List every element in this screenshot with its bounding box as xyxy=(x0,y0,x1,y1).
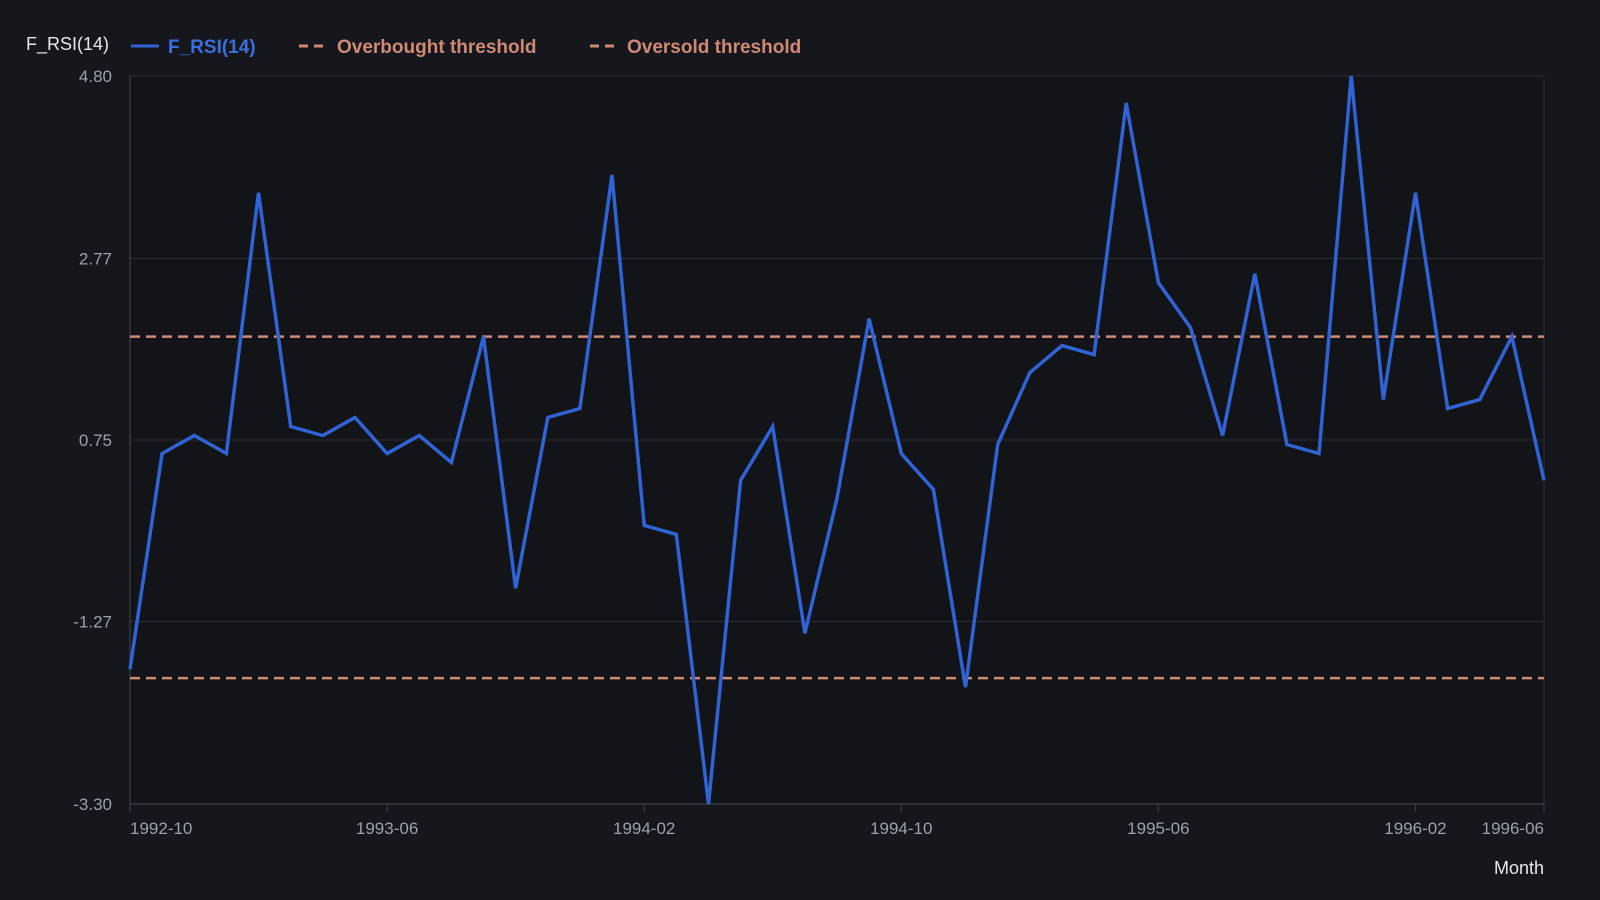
rsi-data-point xyxy=(1381,398,1385,402)
legend: F_RSI(14) F_RSI(14) Overbought threshold… xyxy=(26,34,801,58)
rsi-data-point xyxy=(610,173,614,177)
rsi-series-line xyxy=(128,75,1546,805)
axes xyxy=(129,76,1545,812)
rsi-data-point xyxy=(321,434,325,438)
rsi-data-point xyxy=(739,478,743,482)
rsi-data-point xyxy=(1510,335,1514,339)
rsi-data-point xyxy=(1317,451,1321,455)
y-tick-label: 4.80 xyxy=(79,67,112,86)
x-tick-label: 1995-06 xyxy=(1127,819,1189,838)
x-axis-title: Month xyxy=(1494,858,1544,878)
x-tick-label: 1994-02 xyxy=(613,819,675,838)
rsi-data-point xyxy=(1413,191,1417,195)
rsi-data-point xyxy=(803,631,807,635)
x-tick-label: 1996-06 xyxy=(1482,819,1544,838)
grid-lines xyxy=(130,75,1545,805)
rsi-data-point xyxy=(417,434,421,438)
rsi-data-point xyxy=(546,416,550,420)
rsi-data-point xyxy=(224,451,228,455)
rsi-data-point xyxy=(1542,478,1546,482)
rsi-data-point xyxy=(996,442,1000,446)
rsi-data-point xyxy=(1446,407,1450,411)
rsi-data-point xyxy=(1124,101,1128,105)
rsi-data-point xyxy=(1221,434,1225,438)
rsi-data-point xyxy=(771,425,775,429)
rsi-data-point xyxy=(674,532,678,536)
rsi-data-point xyxy=(1285,442,1289,446)
rsi-data-point xyxy=(128,667,132,671)
rsi-data-point xyxy=(1156,281,1160,285)
rsi-data-point xyxy=(964,685,968,689)
rsi-data-point xyxy=(931,487,935,491)
x-tick-label: 1996-02 xyxy=(1384,819,1446,838)
tick-labels: 4.80 2.77 0.75 -1.27 -3.30 1992-10 1993-06 1994… xyxy=(73,67,1544,838)
y-tick-label: -1.27 xyxy=(73,613,112,632)
rsi-data-point xyxy=(482,335,486,339)
rsi-data-point xyxy=(192,434,196,438)
legend-label-overbought: Overbought threshold xyxy=(337,37,537,58)
rsi-data-point xyxy=(449,460,453,464)
rsi-data-point xyxy=(353,416,357,420)
rsi-data-point xyxy=(835,496,839,500)
rsi-data-point xyxy=(867,317,871,321)
y-tick-label: 2.77 xyxy=(79,249,112,268)
rsi-data-point xyxy=(257,191,261,195)
rsi-data-point xyxy=(289,425,293,429)
y-axis-title: F_RSI(14) xyxy=(26,34,109,55)
series-layer xyxy=(128,74,1546,806)
x-tick-label: 1994-10 xyxy=(870,819,932,838)
y-tick-label: 0.75 xyxy=(79,431,112,450)
rsi-data-point xyxy=(1189,326,1193,330)
legend-label-rsi: F_RSI(14) xyxy=(168,37,256,58)
y-tick-label: -3.30 xyxy=(73,795,112,814)
rsi-data-point xyxy=(1478,398,1482,402)
rsi-data-point xyxy=(1092,353,1096,357)
threshold-lines xyxy=(130,335,1544,680)
legend-label-oversold: Oversold threshold xyxy=(627,37,801,58)
rsi-data-point xyxy=(160,451,164,455)
rsi-data-point xyxy=(1253,272,1257,276)
rsi-data-point xyxy=(899,451,903,455)
x-tick-label: 1993-06 xyxy=(356,819,418,838)
rsi-data-point xyxy=(385,451,389,455)
rsi-data-point xyxy=(1028,371,1032,375)
rsi-data-point xyxy=(1349,74,1353,78)
rsi-data-point xyxy=(1060,344,1064,348)
rsi-data-point xyxy=(642,523,646,527)
rsi-data-point xyxy=(706,802,710,806)
rsi-data-point xyxy=(578,407,582,411)
x-tick-label: 1992-10 xyxy=(130,819,192,838)
rsi-data-point xyxy=(514,586,518,590)
